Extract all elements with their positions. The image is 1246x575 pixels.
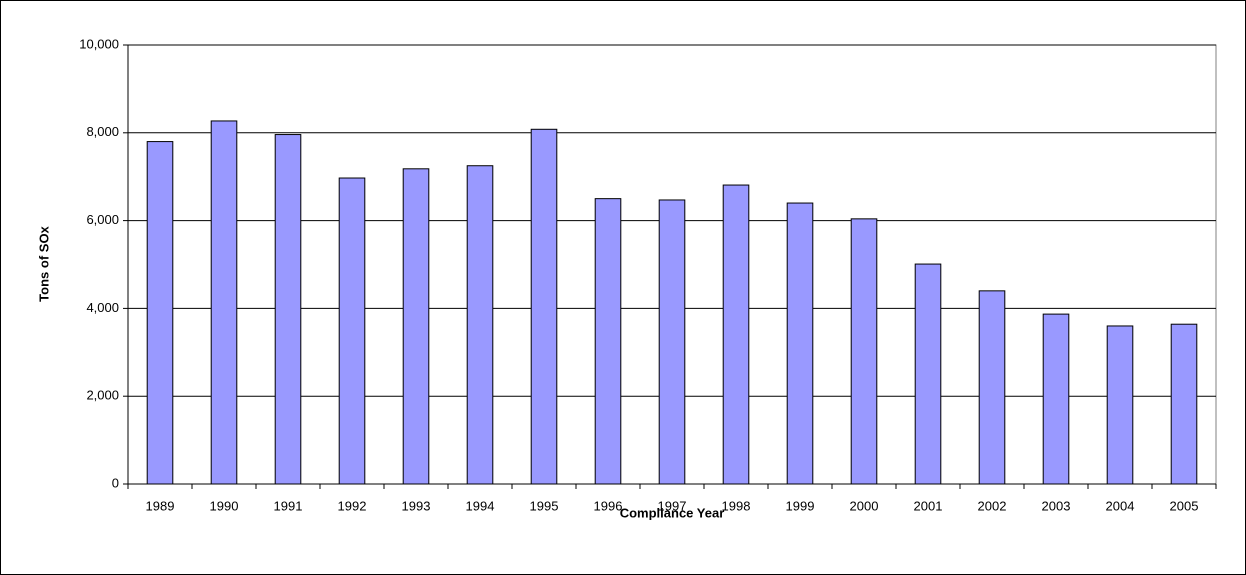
x-tick-label: 2003 <box>1042 498 1071 513</box>
x-tick-label: 1990 <box>210 498 239 513</box>
y-tick-label: 4,000 <box>86 300 119 315</box>
bar <box>1106 325 1134 485</box>
y-tick-label: 2,000 <box>86 388 119 403</box>
bar <box>1042 313 1070 485</box>
x-tick-label: 1995 <box>530 498 559 513</box>
x-tick-label: 2005 <box>1170 498 1199 513</box>
bar <box>338 177 366 485</box>
bar <box>594 198 622 485</box>
bar <box>722 184 750 485</box>
bar <box>210 120 238 485</box>
x-tick-label: 1992 <box>338 498 367 513</box>
bar <box>466 165 494 485</box>
x-tick-label: 1991 <box>274 498 303 513</box>
x-tick-label: 1993 <box>402 498 431 513</box>
bar <box>1170 323 1198 485</box>
x-tick-label: 1999 <box>786 498 815 513</box>
x-axis-title: Compliance Year <box>620 505 725 520</box>
bar <box>786 202 814 485</box>
bar <box>914 263 942 485</box>
y-tick-label: 0 <box>112 475 119 490</box>
x-tick-label: 2000 <box>850 498 879 513</box>
x-tick-label: 2001 <box>914 498 943 513</box>
x-tick-label: 1998 <box>722 498 751 513</box>
bar <box>530 128 558 485</box>
y-tick-label: 8,000 <box>86 124 119 139</box>
y-tick-label: 10,000 <box>79 36 119 51</box>
bar <box>146 141 174 485</box>
bar <box>850 218 878 485</box>
x-tick-label: 1994 <box>466 498 495 513</box>
bar <box>274 134 302 485</box>
x-tick-label: 1996 <box>594 498 623 513</box>
bar <box>658 199 686 485</box>
y-tick-label: 6,000 <box>86 212 119 227</box>
bar <box>402 168 430 485</box>
x-tick-label: 1997 <box>658 498 687 513</box>
bar <box>978 290 1006 485</box>
x-tick-label: 2002 <box>978 498 1007 513</box>
x-tick-label: 1989 <box>146 498 175 513</box>
y-axis-title: Tons of SOx <box>36 225 51 301</box>
x-tick-label: 2004 <box>1106 498 1135 513</box>
